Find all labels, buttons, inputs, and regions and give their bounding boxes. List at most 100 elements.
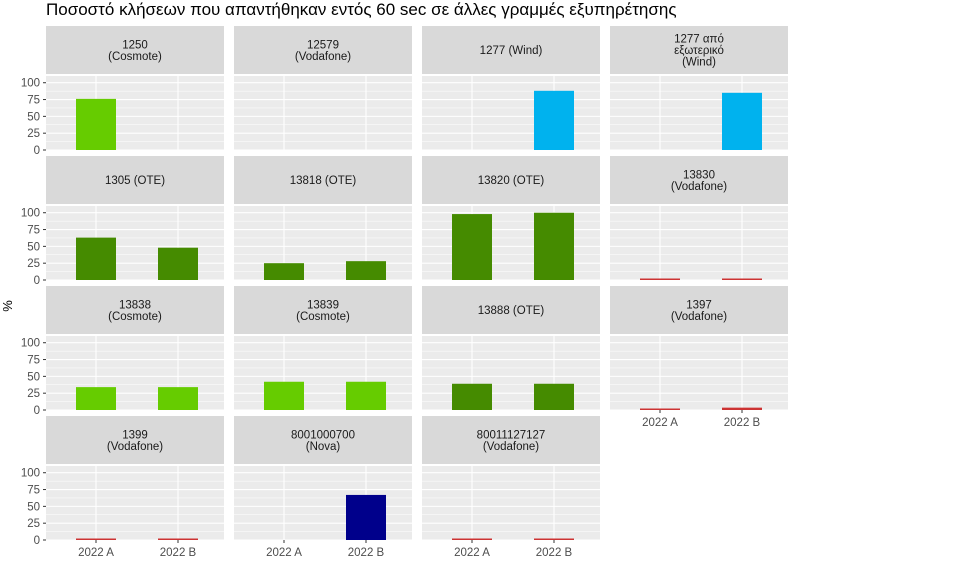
x-tick-label: 2022 A	[454, 547, 490, 559]
bar	[534, 90, 574, 150]
panel-background	[234, 76, 412, 150]
y-tick-label: 100	[21, 78, 40, 90]
facet-strip	[422, 156, 600, 204]
x-tick-label: 2022 B	[160, 547, 197, 559]
x-tick-label: 2022 A	[78, 547, 114, 559]
y-tick-label: 25	[27, 258, 40, 270]
facet-panel: 1397 (Vodafone) 2022 A 2022 B	[610, 286, 788, 429]
facet-panel: 1277 από εξωτερικό (Wind)	[610, 26, 788, 151]
facet-strip	[234, 156, 412, 204]
facet-strip-label: 12579 (Vodafone)	[295, 39, 351, 63]
y-tick-label: 25	[27, 128, 40, 140]
facet-strip	[422, 26, 600, 74]
panel-background	[610, 336, 788, 410]
facet-strip-label: 13830 (Vodafone)	[671, 169, 727, 193]
bar	[534, 383, 574, 410]
y-tick-label: 50	[27, 371, 40, 383]
bar	[452, 214, 492, 280]
chart-title: Ποσοστό κλήσεων που απαντήθηκαν εντός 60…	[46, 0, 677, 19]
facet-panel: 1305 (OTE) 0 25 50 75 100	[21, 156, 224, 287]
bar	[76, 98, 116, 150]
bar	[158, 247, 198, 280]
y-axis-label: %	[0, 300, 15, 312]
facet-panel: 13839 (Cosmote)	[234, 286, 412, 411]
y-tick-label: 25	[27, 518, 40, 530]
facet-strip-label: 1399 (Vodafone)	[107, 429, 163, 453]
panel-background	[422, 466, 600, 540]
facet-panel: 8001000700 (Nova) 2022 A 2022 B	[234, 416, 412, 559]
facet-panel: 13818 (OTE)	[234, 156, 412, 281]
y-tick-label: 0	[34, 405, 40, 417]
bar	[264, 263, 304, 280]
facet-strip	[422, 416, 600, 464]
bar	[722, 278, 762, 280]
facet-panel: 13838 (Cosmote) 0 25 50 75 100	[21, 286, 224, 417]
bar	[722, 407, 762, 410]
facet-strip-label: 1397 (Vodafone)	[671, 299, 727, 323]
bar	[158, 387, 198, 410]
facet-strip	[610, 26, 788, 74]
y-tick-label: 50	[27, 241, 40, 253]
panel-background	[46, 466, 224, 540]
x-tick-label: 2022 B	[348, 547, 385, 559]
bar	[346, 381, 386, 410]
x-tick-label: 2022 B	[536, 547, 573, 559]
facet-strip-label: 13818 (OTE)	[290, 175, 357, 187]
facet-strip	[46, 416, 224, 464]
y-tick-label: 0	[34, 535, 40, 547]
facet-strip	[422, 286, 600, 334]
facet-strip	[610, 156, 788, 204]
facet-strip-label: 1305 (OTE)	[105, 175, 165, 187]
bar	[76, 237, 116, 280]
facet-strip-label: 1250 (Cosmote)	[108, 39, 162, 63]
panel-background	[46, 76, 224, 150]
facet-panel: 1250 (Cosmote) 0 25 50 75 100	[21, 26, 224, 157]
facet-strip-label: 13820 (OTE)	[478, 175, 545, 187]
facet-panel: 1277 (Wind)	[422, 26, 600, 151]
x-tick-label: 2022 B	[724, 417, 761, 429]
bar	[76, 538, 116, 540]
bar	[346, 261, 386, 280]
y-tick-label: 75	[27, 225, 40, 237]
facet-strip	[234, 286, 412, 334]
facet-panel: 80011127127 (Vodafone) 2022 A 2022 B	[422, 416, 600, 559]
facet-panel: 13820 (OTE)	[422, 156, 600, 281]
facet-panel: 1399 (Vodafone) 0 25 50 75 100 2022 A 2022 B	[21, 416, 224, 559]
bar	[534, 538, 574, 540]
bar	[76, 387, 116, 410]
facet-strip	[234, 26, 412, 74]
facet-strip	[46, 286, 224, 334]
bar	[264, 381, 304, 410]
facet-panel: 12579 (Vodafone)	[234, 26, 412, 151]
y-tick-label: 75	[27, 95, 40, 107]
facet-strip-label: 8001000700 (Nova)	[291, 429, 355, 453]
facet-strip-label: 80011127127 (Vodafone)	[477, 429, 546, 453]
bar	[452, 538, 492, 540]
x-tick-label: 2022 A	[266, 547, 302, 559]
bar	[346, 494, 386, 540]
y-tick-label: 75	[27, 485, 40, 497]
facet-strip-label: 13838 (Cosmote)	[108, 299, 162, 323]
bar	[158, 538, 198, 540]
facet-strip-label: 1277 από εξωτερικό (Wind)	[674, 34, 724, 69]
y-tick-label: 0	[34, 145, 40, 157]
y-tick-label: 75	[27, 355, 40, 367]
y-tick-label: 25	[27, 388, 40, 400]
x-tick-label: 2022 A	[642, 417, 678, 429]
y-tick-label: 50	[27, 111, 40, 123]
facet-strip	[234, 416, 412, 464]
panel-background	[610, 206, 788, 280]
bar	[640, 278, 680, 280]
facet-strip-label: 13888 (OTE)	[478, 305, 545, 317]
facet-strip	[610, 286, 788, 334]
bar	[640, 408, 680, 410]
facet-panel: 13830 (Vodafone)	[610, 156, 788, 281]
facet-strip-label: 1277 (Wind)	[480, 45, 543, 57]
y-tick-label: 100	[21, 208, 40, 220]
y-tick-label: 50	[27, 501, 40, 513]
bar	[534, 212, 574, 280]
facet-strip	[46, 156, 224, 204]
y-tick-label: 100	[21, 338, 40, 350]
bar	[722, 92, 762, 150]
